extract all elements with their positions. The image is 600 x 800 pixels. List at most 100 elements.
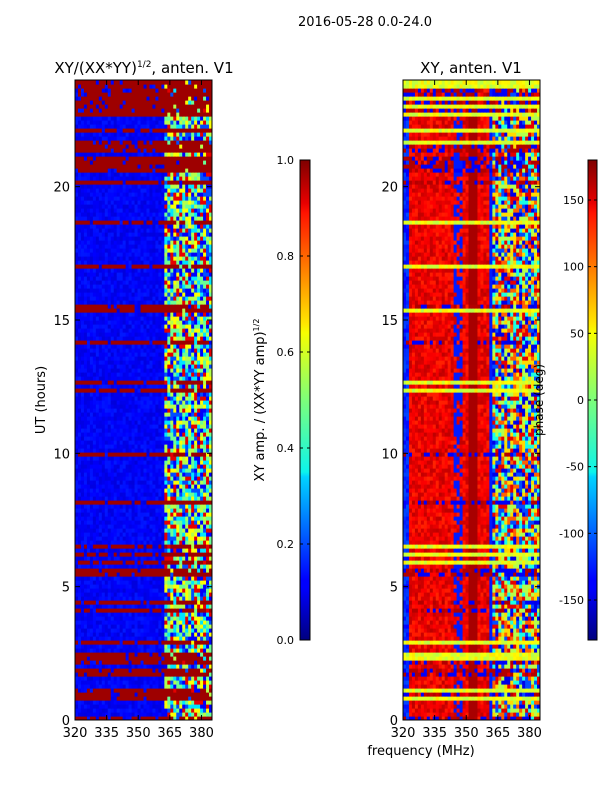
amplitude-cell (92, 684, 97, 689)
amplitude-cell (107, 612, 112, 617)
amplitude-cell (155, 444, 159, 449)
amplitude-cell (128, 404, 133, 409)
amplitude-cell (137, 588, 142, 593)
amplitude-cell (110, 424, 115, 429)
amplitude-cell (167, 472, 171, 477)
amplitude-cell (188, 324, 192, 329)
amplitude-cell (134, 404, 139, 409)
amplitude-cell (149, 608, 154, 613)
amplitude-cell (125, 472, 130, 477)
amplitude-cell (140, 316, 145, 321)
amplitude-cell (203, 420, 207, 425)
amplitude-cell (185, 372, 189, 377)
amplitude-cell (110, 472, 115, 477)
amplitude-cell (95, 496, 100, 501)
amplitude-cell (92, 328, 97, 333)
amplitude-cell (164, 688, 168, 693)
amplitude-cell (164, 628, 168, 633)
amplitude-cell (200, 648, 204, 653)
amplitude-cell (134, 396, 139, 401)
amplitude-cell (86, 616, 91, 621)
amplitude-cell (122, 512, 127, 517)
amplitude-cell (182, 500, 186, 505)
amplitude-cell (149, 396, 154, 401)
amplitude-cell (203, 356, 207, 361)
amplitude-cell (131, 380, 136, 385)
amplitude-cell (206, 652, 210, 657)
amplitude-cell (131, 696, 136, 701)
amplitude-cell (131, 500, 136, 505)
amplitude-cell (83, 376, 88, 381)
amplitude-cell (80, 448, 85, 453)
amplitude-cell (182, 712, 186, 717)
amplitude-cell (185, 328, 189, 333)
amplitude-cell (176, 320, 180, 325)
amplitude-cell (170, 572, 174, 577)
amplitude-cell (131, 312, 136, 317)
amplitude-cell (191, 468, 195, 473)
amplitude-cell (188, 672, 192, 677)
amplitude-cell (179, 604, 183, 609)
amplitude-cell (134, 512, 139, 517)
amplitude-cell (83, 468, 88, 473)
amplitude-cell (92, 472, 97, 477)
amplitude-cell (179, 576, 183, 581)
amplitude-cell (176, 472, 180, 477)
amplitude-cell (107, 384, 112, 389)
amplitude-cell (98, 696, 103, 701)
amplitude-cell (116, 492, 121, 497)
amplitude-cell (185, 412, 189, 417)
amplitude-cell (95, 648, 100, 653)
amplitude-cell (98, 616, 103, 621)
amplitude-cell (89, 516, 94, 521)
amplitude-cell (119, 328, 124, 333)
amplitude-cell (182, 608, 186, 613)
amplitude-cell (131, 428, 136, 433)
amplitude-cell (83, 624, 88, 629)
amplitude-cell (209, 308, 212, 313)
amplitude-cell (116, 444, 121, 449)
amplitude-cell (167, 516, 171, 521)
amplitude-cell (92, 324, 97, 329)
amplitude-cell (182, 628, 186, 633)
amplitude-cell (80, 592, 85, 597)
amplitude-cell (89, 392, 94, 397)
amplitude-cell (77, 620, 82, 625)
amplitude-cell (128, 592, 133, 597)
amplitude-cell (83, 636, 88, 641)
amplitude-cell (101, 320, 106, 325)
amplitude-cell (119, 596, 124, 601)
amplitude-cell (95, 428, 100, 433)
amplitude-cell (149, 504, 154, 509)
amplitude-cell (176, 688, 180, 693)
amplitude-cell (80, 388, 85, 393)
amplitude-cell (167, 536, 171, 541)
amplitude-cell (167, 412, 171, 417)
amplitude-cell (92, 524, 97, 529)
amplitude-cell (98, 316, 103, 321)
amplitude-cell (161, 620, 165, 625)
amplitude-cell (158, 380, 162, 385)
amplitude-cell (77, 688, 82, 693)
amplitude-cell (200, 304, 204, 309)
amplitude-cell (173, 316, 177, 321)
amplitude-cell (140, 696, 145, 701)
amplitude-cell (98, 692, 103, 697)
amplitude-cell (113, 616, 118, 621)
amplitude-cell (125, 460, 130, 465)
amplitude-cell (128, 284, 133, 289)
amplitude-cell (92, 400, 97, 405)
amplitude-cell (173, 404, 177, 409)
amplitude-cell (110, 364, 115, 369)
amplitude-cell (119, 508, 124, 513)
amplitude-cell (209, 560, 212, 565)
amplitude-cell (197, 500, 201, 505)
amplitude-cell (86, 296, 91, 301)
amplitude-cell (143, 548, 148, 553)
amplitude-cell (176, 316, 180, 321)
amplitude-cell (101, 584, 106, 589)
amplitude-cell (161, 424, 165, 429)
amplitude-cell (191, 572, 195, 577)
amplitude-cell (104, 436, 109, 441)
amplitude-cell (149, 336, 154, 341)
